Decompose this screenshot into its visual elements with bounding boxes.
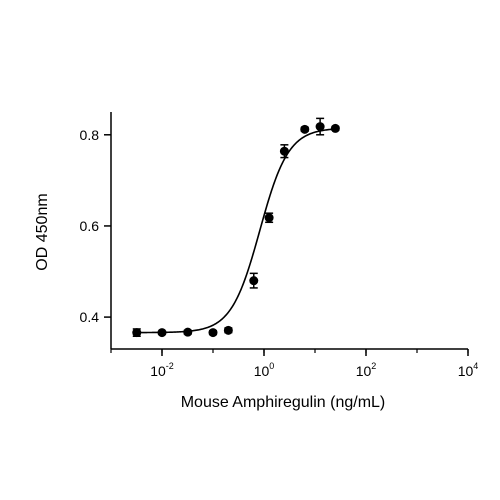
data-point-group (183, 327, 193, 337)
data-point (157, 328, 167, 338)
axes: 10-2 100 102 104 0.4 0.6 0.8 (80, 112, 478, 379)
data-point (249, 276, 259, 286)
data-point (300, 124, 310, 134)
x-tick-label: 10-2 (150, 361, 174, 379)
x-major-ticks: 10-2 100 102 104 (150, 349, 478, 379)
data-point-group (279, 144, 289, 159)
data-point-group (208, 328, 218, 338)
y-ticks: 0.4 0.6 0.8 (80, 127, 111, 325)
y-tick-label: 0.6 (80, 218, 100, 234)
data-point (132, 328, 142, 338)
data-point (279, 146, 289, 156)
data-point (315, 122, 325, 132)
data-points-layer (132, 117, 340, 338)
data-point (208, 328, 218, 338)
data-point-group (132, 328, 142, 338)
data-point (223, 325, 233, 335)
data-point-group (264, 212, 274, 224)
y-tick-label: 0.4 (80, 309, 100, 325)
x-axis-title: Mouse Amphiregulin (ng/mL) (181, 394, 386, 411)
data-point (330, 123, 340, 133)
data-point (264, 213, 274, 223)
fit-curve (136, 128, 336, 334)
data-point (183, 327, 193, 337)
data-point-group (315, 117, 325, 136)
data-point-group (249, 272, 259, 289)
fit-curve-layer (136, 128, 336, 334)
x-tick-label: 100 (254, 361, 275, 379)
data-point-group (300, 124, 310, 134)
data-point-group (223, 325, 233, 335)
y-tick-label: 0.8 (80, 127, 100, 143)
data-point-group (157, 328, 167, 338)
data-point-group (330, 123, 340, 133)
y-axis-title: OD 450nm (34, 193, 51, 270)
x-tick-label: 102 (356, 361, 377, 379)
x-tick-label: 104 (458, 361, 479, 379)
